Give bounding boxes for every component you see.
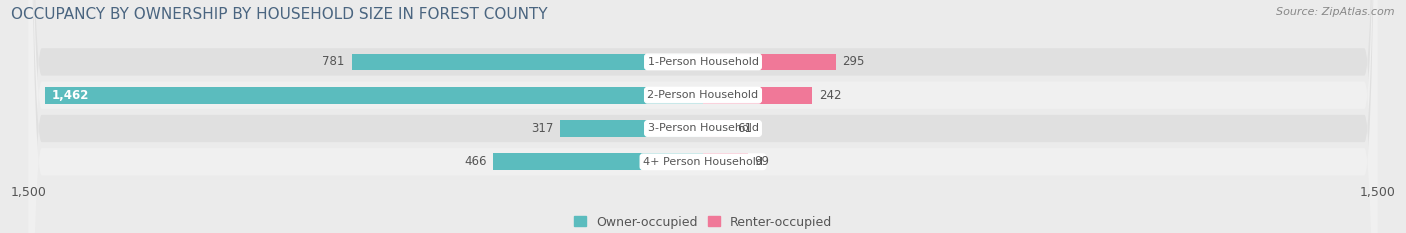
Text: 317: 317 bbox=[531, 122, 554, 135]
FancyBboxPatch shape bbox=[28, 0, 1378, 233]
Text: 1-Person Household: 1-Person Household bbox=[648, 57, 758, 67]
Text: Source: ZipAtlas.com: Source: ZipAtlas.com bbox=[1277, 7, 1395, 17]
Text: 295: 295 bbox=[842, 55, 865, 69]
Text: 3-Person Household: 3-Person Household bbox=[648, 123, 758, 134]
Text: OCCUPANCY BY OWNERSHIP BY HOUSEHOLD SIZE IN FOREST COUNTY: OCCUPANCY BY OWNERSHIP BY HOUSEHOLD SIZE… bbox=[11, 7, 548, 22]
Legend: Owner-occupied, Renter-occupied: Owner-occupied, Renter-occupied bbox=[574, 216, 832, 229]
Bar bbox=[703, 120, 731, 137]
Bar bbox=[703, 54, 835, 70]
Text: 2-Person Household: 2-Person Household bbox=[647, 90, 759, 100]
Text: 4+ Person Household: 4+ Person Household bbox=[643, 157, 763, 167]
FancyBboxPatch shape bbox=[28, 0, 1378, 233]
Text: 61: 61 bbox=[737, 122, 752, 135]
FancyBboxPatch shape bbox=[28, 0, 1378, 233]
Bar bbox=[703, 154, 748, 170]
Bar bbox=[561, 120, 703, 137]
Text: 242: 242 bbox=[818, 89, 841, 102]
Text: 1,462: 1,462 bbox=[52, 89, 90, 102]
Bar bbox=[352, 54, 703, 70]
Bar bbox=[45, 87, 703, 103]
Text: 466: 466 bbox=[464, 155, 486, 168]
Bar bbox=[703, 87, 811, 103]
Bar bbox=[494, 154, 703, 170]
FancyBboxPatch shape bbox=[28, 0, 1378, 233]
Text: 781: 781 bbox=[322, 55, 344, 69]
Text: 99: 99 bbox=[754, 155, 769, 168]
